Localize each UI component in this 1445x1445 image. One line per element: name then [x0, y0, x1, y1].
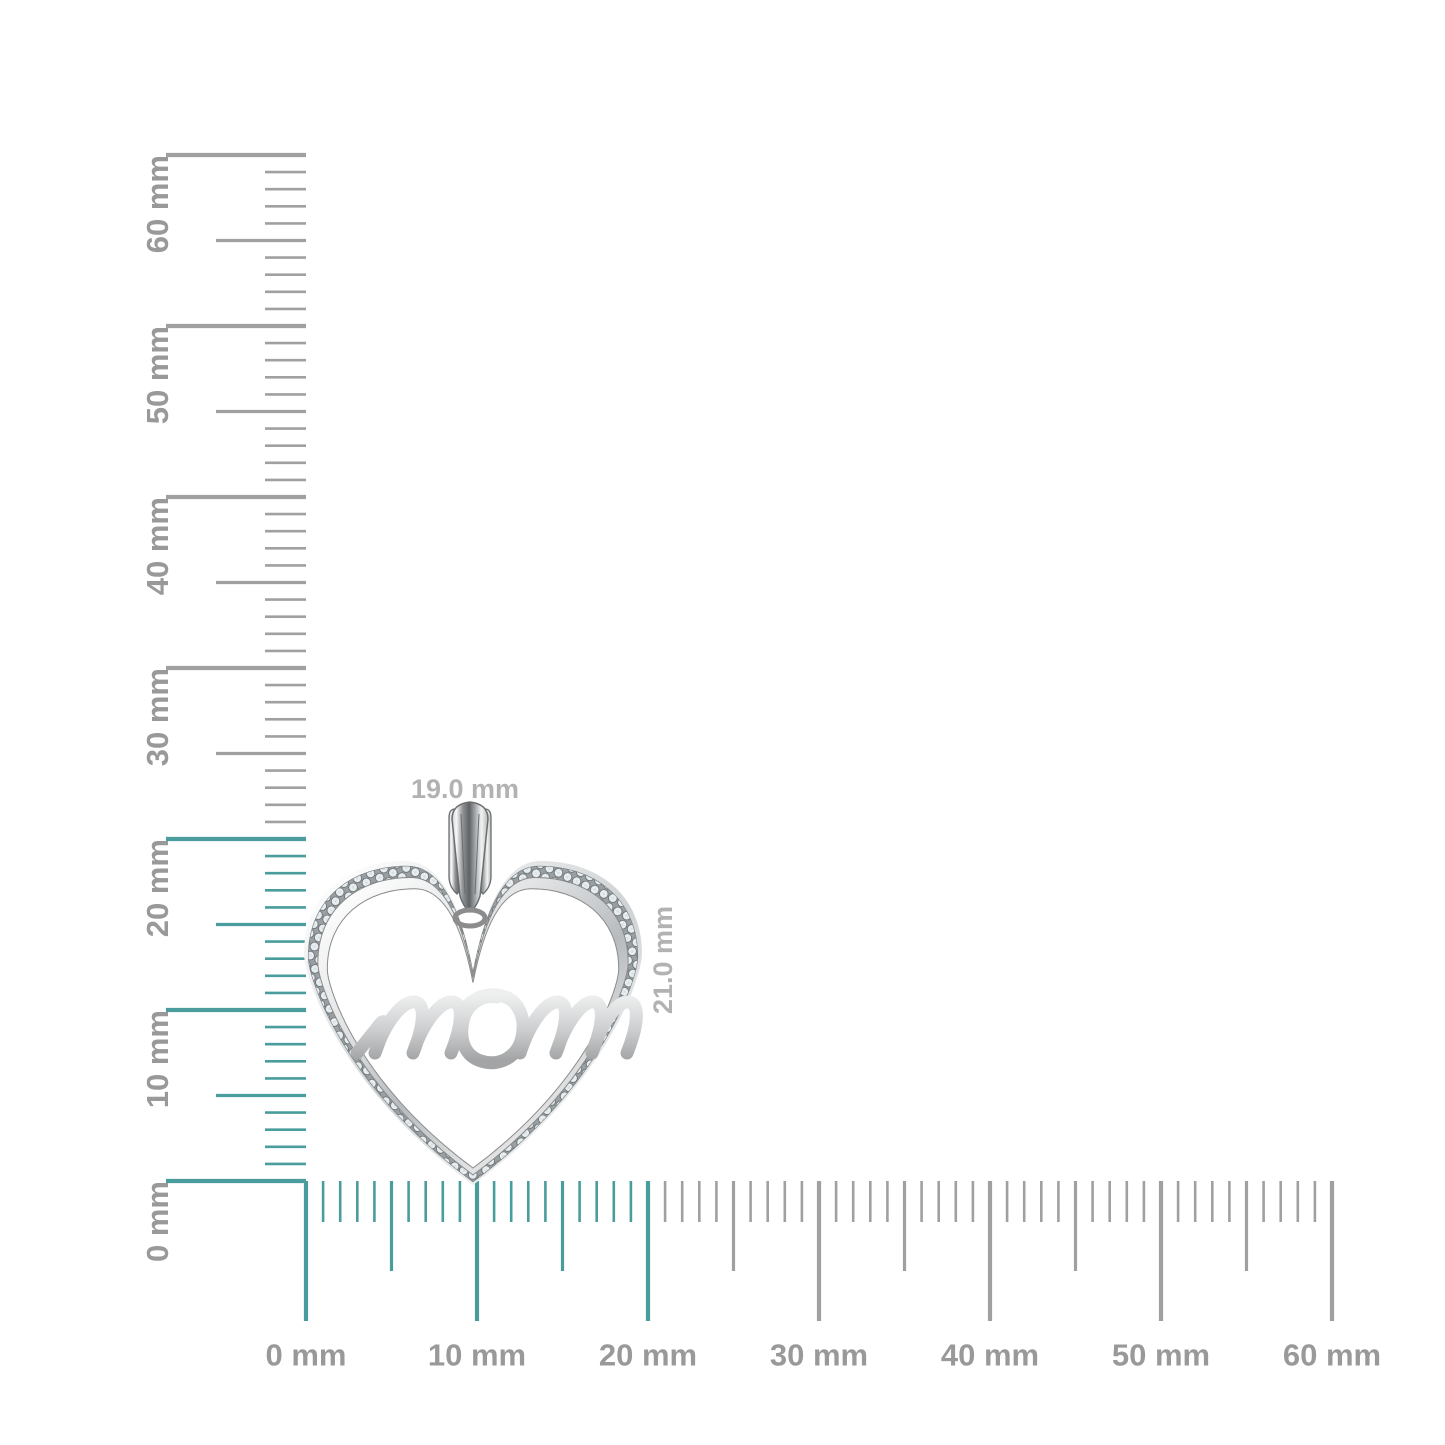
svg-text:0 mm: 0 mm: [140, 1181, 175, 1262]
svg-text:21.0 mm: 21.0 mm: [648, 906, 678, 1014]
svg-text:50 mm: 50 mm: [140, 326, 175, 424]
svg-text:50 mm: 50 mm: [1112, 1337, 1210, 1372]
svg-text:20 mm: 20 mm: [599, 1337, 697, 1372]
svg-text:10 mm: 10 mm: [140, 1010, 175, 1108]
svg-text:10 mm: 10 mm: [428, 1337, 526, 1372]
svg-text:40 mm: 40 mm: [140, 497, 175, 595]
svg-text:30 mm: 30 mm: [140, 668, 175, 766]
svg-text:19.0 mm: 19.0 mm: [411, 774, 519, 804]
svg-text:40 mm: 40 mm: [941, 1337, 1039, 1372]
svg-text:60 mm: 60 mm: [1283, 1337, 1381, 1372]
svg-text:20 mm: 20 mm: [140, 839, 175, 937]
svg-text:30 mm: 30 mm: [770, 1337, 868, 1372]
svg-text:0 mm: 0 mm: [266, 1337, 347, 1372]
svg-text:60 mm: 60 mm: [140, 155, 175, 253]
